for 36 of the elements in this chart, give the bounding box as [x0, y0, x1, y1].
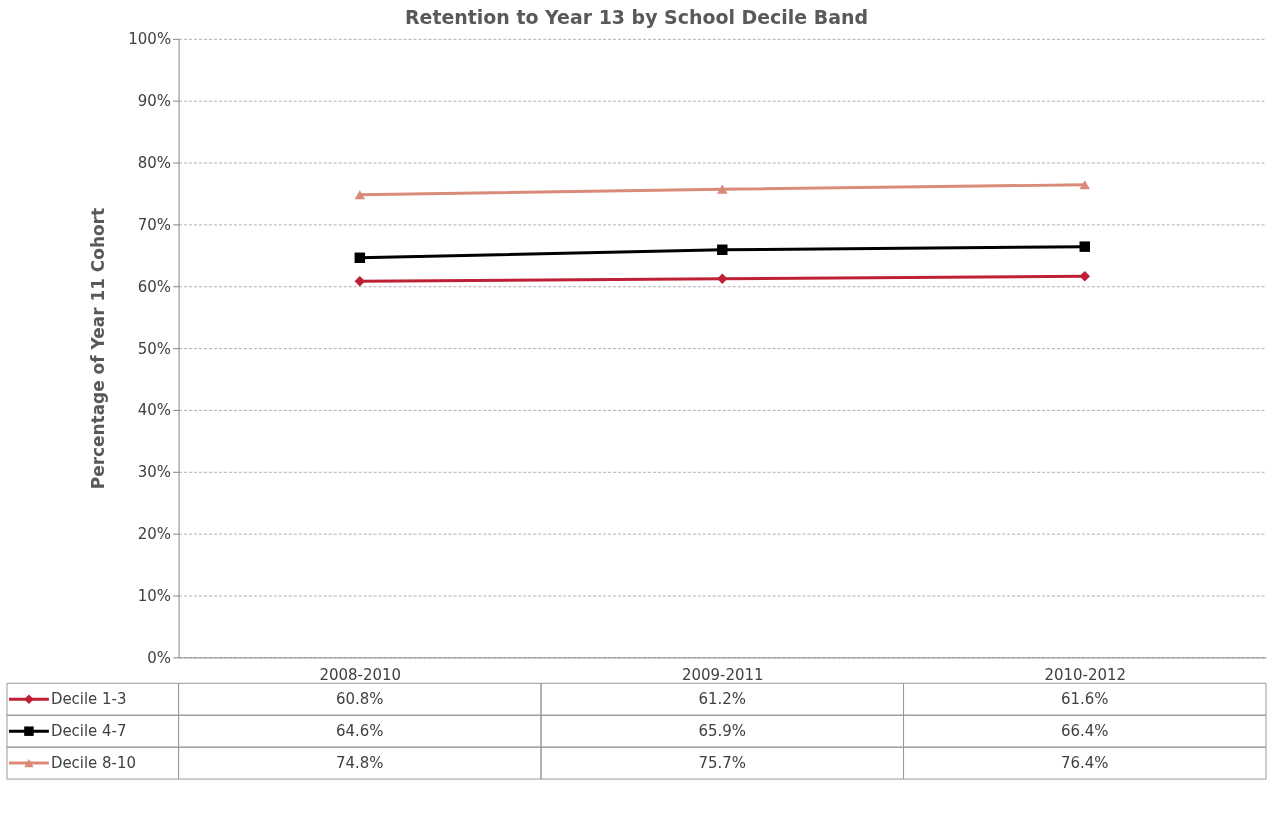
data-label: 64.6% [336, 722, 384, 741]
data-label: 61.2% [698, 690, 747, 709]
data-label: 61.6% [1061, 690, 1109, 709]
point [717, 184, 728, 194]
point [354, 190, 366, 200]
x-tick-label: 2009-2011 [682, 665, 764, 684]
legend-label: Decile 8-10 [50, 754, 137, 773]
y-tick-label: 10% [137, 587, 172, 605]
y-tick-label: 40% [137, 401, 172, 420]
data-label: 65.9% [698, 722, 747, 741]
y-tick-label: 60% [137, 277, 172, 296]
chart-title: Retention to Year 13 by School Decile Band [405, 5, 868, 28]
data-label: 76.4% [1061, 754, 1109, 773]
data-label: 66.4% [1061, 722, 1109, 741]
y-tick-label: 30% [137, 463, 172, 482]
y-tick-label: 80% [137, 154, 172, 173]
legend-label: Decile 4-7 [50, 722, 127, 741]
y-tick-label: 50% [137, 339, 172, 358]
data-label: 60.8% [336, 690, 384, 709]
point [1079, 241, 1090, 252]
point [1079, 180, 1090, 190]
point [717, 273, 728, 285]
point [717, 244, 728, 255]
x-tick-label: 2010-2012 [1044, 665, 1127, 684]
y-tick-label: 20% [137, 525, 172, 544]
data-label: 75.7% [698, 754, 747, 773]
x-tick-label: 2008-2010 [319, 665, 402, 684]
point [354, 252, 366, 264]
point [1079, 271, 1090, 282]
y-axis-title: Percentage of Year 11 Cohort [88, 207, 109, 490]
data-label: 74.8% [336, 754, 384, 773]
y-tick-label: 90% [137, 92, 172, 111]
legend-label: Decile 1-3 [50, 690, 127, 709]
y-tick-label: 70% [137, 215, 172, 234]
y-tick-label: 0% [147, 648, 172, 667]
y-tick-label: 100% [128, 30, 172, 49]
